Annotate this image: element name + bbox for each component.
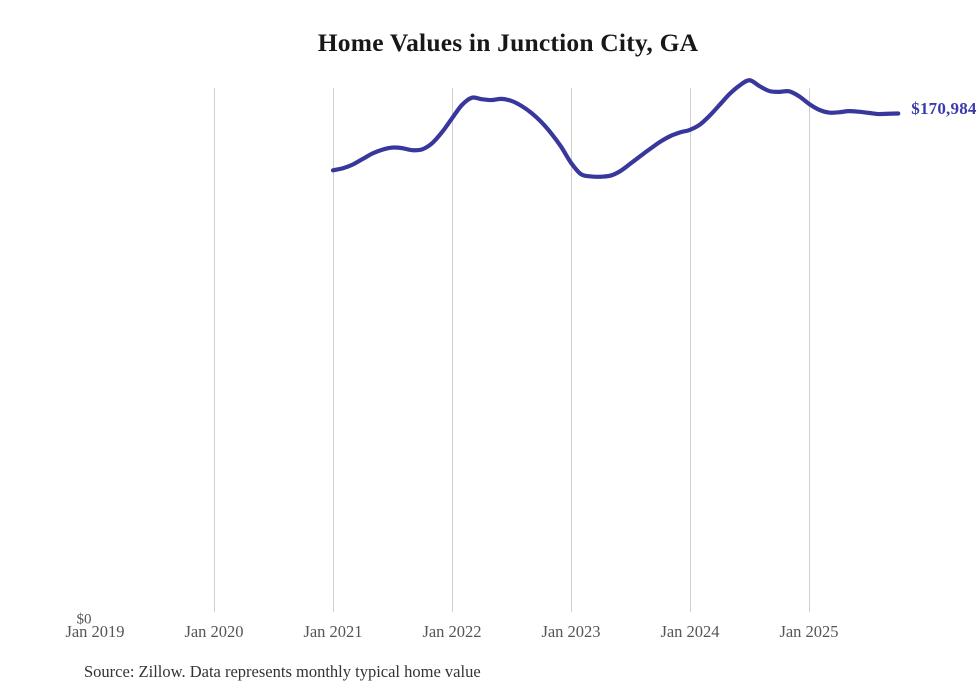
series-line-chart	[330, 78, 901, 179]
gridline-jan-2024	[690, 88, 691, 612]
x-tick-jan-2020: Jan 2020	[184, 622, 244, 641]
x-tick-jan-2023: Jan 2023	[541, 622, 601, 641]
x-tick-jan-2024: Jan 2024	[660, 622, 720, 641]
series-end-value-label: $170,984	[911, 98, 977, 118]
series-path-typical-home-value	[330, 78, 901, 179]
x-tick-jan-2019: Jan 2019	[65, 622, 125, 641]
gridline-jan-2020	[214, 88, 215, 612]
gridline-jan-2021	[333, 88, 334, 612]
page-title: Home Values in Junction City, GA	[317, 28, 699, 57]
plot-area	[214, 78, 901, 612]
source-note: Source: Zillow. Data represents monthly …	[84, 662, 481, 681]
gridline-jan-2022	[452, 88, 453, 612]
y-tick-0: $0	[76, 611, 92, 628]
x-tick-jan-2021: Jan 2021	[303, 622, 363, 641]
x-tick-jan-2022: Jan 2022	[422, 622, 482, 641]
gridline-jan-2025	[809, 88, 810, 612]
x-tick-jan-2025: Jan 2025	[779, 622, 839, 641]
gridline-jan-2023	[571, 88, 572, 612]
